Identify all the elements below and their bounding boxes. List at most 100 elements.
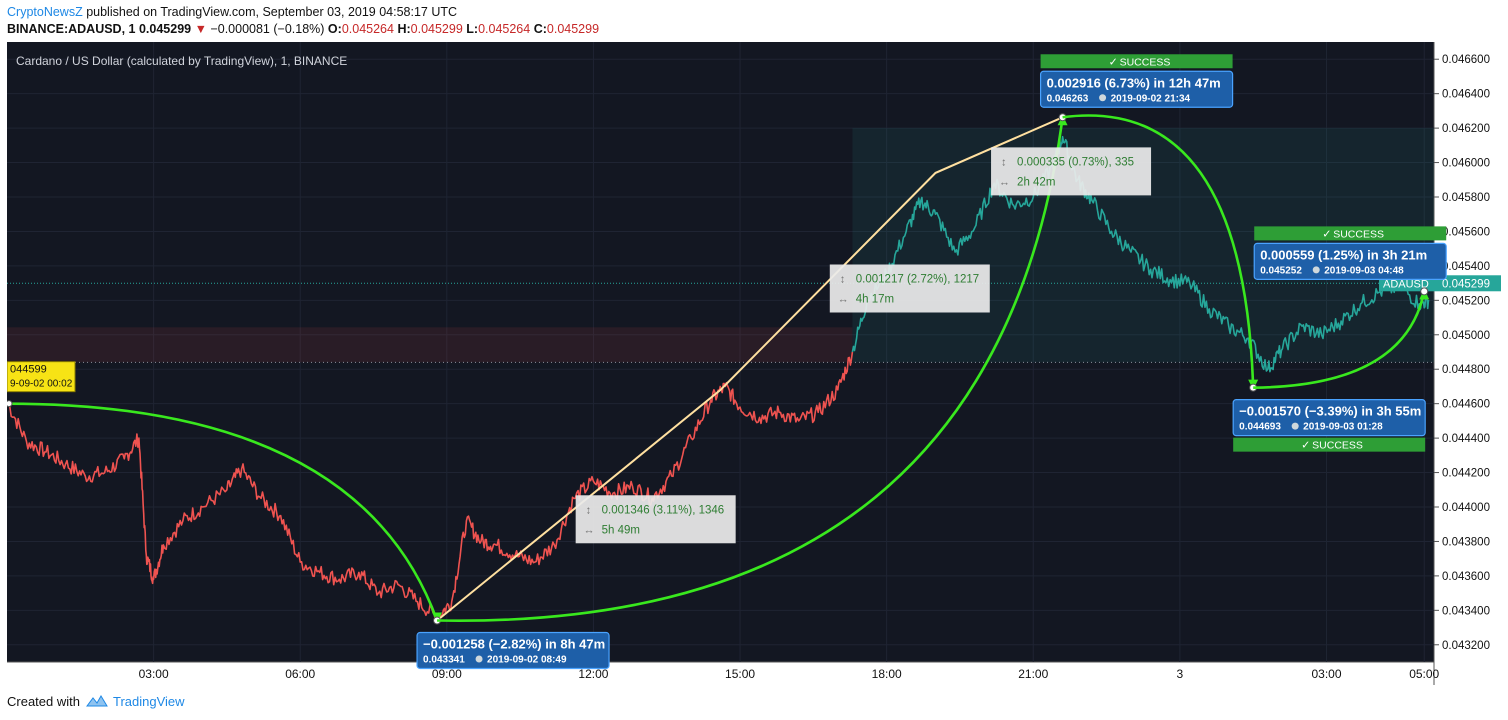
projection-arc [1062, 114, 1255, 388]
measure-box [991, 147, 1152, 196]
measure-time-icon: ↔ [838, 294, 849, 306]
callout-box [416, 631, 610, 670]
y-tick-label: 0.045000 [1442, 330, 1490, 342]
callout-price-label: 0.045252 [1260, 265, 1302, 276]
ohlc-line: BINANCE:ADAUSD, 1 0.045299 ▼ −0.000081 (… [7, 22, 599, 36]
last-price: 0.045299 [138, 22, 192, 36]
x-tick-label: 06:00 [285, 667, 315, 681]
success-label: SUCCESS [1120, 56, 1171, 68]
open-value: 0.045264 [341, 22, 394, 36]
current-price-tag [1434, 275, 1501, 292]
start-label-time: 9-09-02 00:02 [10, 379, 73, 390]
callout-time-label: 2019-09-02 08:49 [487, 654, 567, 665]
measure-time-icon: ↔ [999, 176, 1010, 188]
measure-time-label: 4h 17m [856, 294, 894, 306]
high-label: H: [397, 22, 411, 36]
price-series-up [851, 135, 1430, 373]
success-label: SUCCESS [1333, 228, 1384, 240]
callout-price-label: 0.044693 [1239, 422, 1281, 433]
symbol-label: BINANCE:ADAUSD, 1 [7, 22, 136, 36]
y-tick-label: 0.043600 [1442, 571, 1490, 583]
chart-panel[interactable]: 0.043200 0.043400 0.043600 0.043800 0.044000… [7, 42, 1501, 685]
callout-change-label: 0.000559 (1.25%) in 3h 21m [1260, 247, 1427, 262]
x-tick-label: 03:00 [1311, 667, 1341, 681]
measure-time-label: 5h 49m [602, 524, 640, 536]
y-tick-label: 0.045400 [1442, 261, 1490, 273]
callout-box [1039, 70, 1234, 108]
created-with-text: Created with [7, 694, 80, 709]
y-tick-label: 0.046600 [1442, 54, 1490, 66]
projection-arc [1253, 291, 1426, 389]
down-shade [7, 327, 853, 363]
checkmark-icon: ✓ [1322, 228, 1331, 240]
publish-line: CryptoNewsZ published on TradingView.com… [7, 5, 457, 19]
clock-icon [475, 655, 483, 663]
checkmark-icon: ✓ [1301, 440, 1310, 452]
start-label-box [7, 361, 76, 393]
down-arrow-icon: ▼ [194, 22, 207, 36]
x-tick-label: 3 [1177, 667, 1184, 681]
y-tick-label: 0.045600 [1442, 226, 1490, 238]
measure-time-label: 2h 42m [1017, 176, 1055, 188]
current-price-label: 0.045299 [1442, 278, 1490, 290]
callout-time-label: 2019-09-02 21:34 [1111, 93, 1191, 104]
callout-change-label: −0.001570 (−3.39%) in 3h 55m [1239, 404, 1421, 419]
projection-arc [437, 117, 1064, 622]
brand-link[interactable]: CryptoNewsZ [7, 5, 83, 19]
clock-icon [1291, 422, 1299, 430]
x-tick-label: 18:00 [872, 667, 902, 681]
low-value: 0.045264 [478, 22, 531, 36]
y-tick-label: 0.043400 [1442, 605, 1490, 617]
time-axis-background [7, 662, 1434, 685]
x-tick-label: 15:00 [725, 667, 755, 681]
price-chart[interactable]: 0.043200 0.043400 0.043600 0.043800 0.044000… [7, 42, 1501, 685]
clock-icon [1312, 266, 1320, 274]
measure-range-icon: ↕ [586, 504, 592, 516]
measure-range-label: 0.001346 (3.11%), 1346 [602, 504, 725, 516]
callout-box [1232, 399, 1426, 437]
start-point [7, 400, 13, 408]
plot-background [7, 42, 1434, 662]
x-tick-label: 12:00 [578, 667, 608, 681]
success-badge [1233, 437, 1426, 452]
tradingview-link[interactable]: TradingView [113, 694, 185, 709]
measure-box [575, 495, 736, 544]
y-tick-label: 0.044200 [1442, 468, 1490, 480]
callout-price-label: 0.046263 [1047, 93, 1089, 104]
measure-box [829, 264, 990, 313]
price-series-down [7, 351, 854, 624]
callout-time-label: 2019-09-03 04:48 [1324, 265, 1404, 276]
measure-time-icon: ↔ [584, 524, 595, 536]
success-badge [1040, 54, 1233, 69]
y-tick-label: 0.044600 [1442, 399, 1490, 411]
y-tick-label: 0.043200 [1442, 640, 1490, 652]
symbol-tag-label: ADAUSD [1383, 278, 1429, 290]
measure-range-icon: ↕ [840, 274, 846, 286]
tradingview-logo-icon [85, 694, 108, 711]
low-label: L: [466, 22, 479, 36]
success-label: SUCCESS [1312, 440, 1363, 452]
price-axis-background [1434, 42, 1501, 685]
high-value: 0.045299 [410, 22, 463, 36]
x-tick-label: 03:00 [139, 667, 169, 681]
checkmark-icon: ✓ [1109, 56, 1118, 68]
measure-range-label: 0.001217 (2.72%), 1217 [856, 274, 979, 286]
y-tick-label: 0.046000 [1442, 158, 1490, 170]
measure-range-label: 0.000335 (0.73%), 335 [1017, 156, 1134, 168]
publish-text: published on TradingView.com, September … [86, 5, 458, 19]
callout-price-label: 0.043341 [423, 654, 465, 665]
chart-title: Cardano / US Dollar (calculated by Tradi… [16, 54, 347, 68]
y-tick-label: 0.044400 [1442, 433, 1490, 445]
projection-arc [7, 402, 439, 621]
measure-range-icon: ↕ [1001, 156, 1007, 168]
callout-time-label: 2019-09-03 01:28 [1303, 422, 1383, 433]
pivot-point [1420, 287, 1429, 296]
clock-icon [1099, 94, 1107, 102]
start-label-value: 044599 [10, 364, 47, 376]
price-change: −0.000081 (−0.18%) [210, 22, 325, 36]
x-tick-label: 21:00 [1018, 667, 1048, 681]
success-badge [1254, 226, 1447, 241]
callout-change-label: −0.001258 (−2.82%) in 8h 47m [423, 636, 605, 651]
callout-box [1253, 242, 1447, 280]
footer: Created with TradingView [7, 694, 185, 711]
